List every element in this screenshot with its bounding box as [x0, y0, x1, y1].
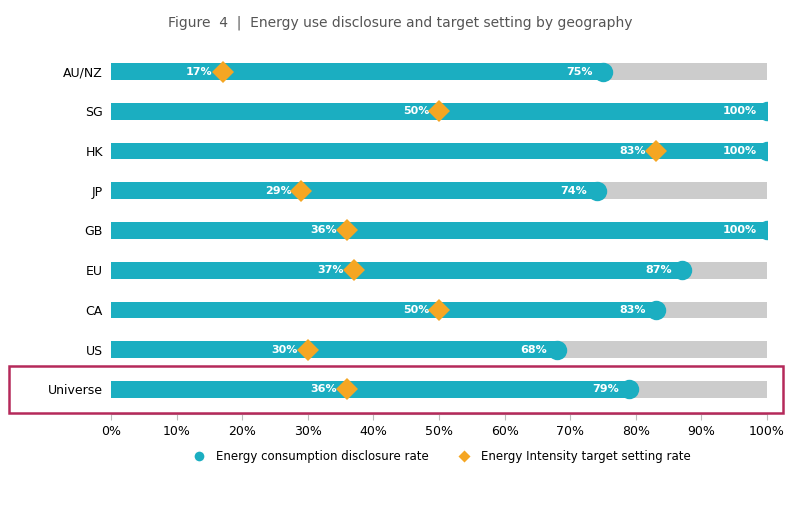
Text: 50%: 50%	[403, 106, 430, 117]
Bar	[111, 262, 767, 279]
Bar	[111, 341, 767, 358]
Bar	[111, 143, 767, 160]
Bar	[111, 262, 682, 279]
Bar	[111, 63, 767, 80]
Bar	[111, 301, 767, 318]
Bar	[111, 143, 767, 160]
Bar	[111, 222, 767, 239]
Bar	[111, 182, 597, 199]
Bar	[111, 222, 767, 239]
Text: 74%: 74%	[560, 186, 586, 196]
Text: 75%: 75%	[566, 67, 594, 77]
Legend: Energy consumption disclosure rate, Energy Intensity target setting rate: Energy consumption disclosure rate, Ener…	[183, 445, 695, 467]
Text: 29%: 29%	[265, 186, 291, 196]
Bar	[111, 182, 767, 199]
Text: 37%: 37%	[318, 265, 344, 275]
Text: 83%: 83%	[619, 305, 646, 315]
Bar	[111, 301, 655, 318]
Text: 100%: 100%	[723, 225, 758, 236]
Text: 87%: 87%	[646, 265, 672, 275]
Text: 36%: 36%	[310, 384, 338, 394]
Bar	[111, 103, 767, 120]
Text: 83%: 83%	[619, 146, 646, 156]
Bar	[111, 341, 557, 358]
Text: 36%: 36%	[310, 225, 338, 236]
Text: 17%: 17%	[186, 67, 213, 77]
Text: 68%: 68%	[521, 345, 547, 355]
Text: 79%: 79%	[593, 384, 619, 394]
Text: 50%: 50%	[403, 305, 430, 315]
Bar	[111, 103, 767, 120]
Bar	[111, 381, 630, 398]
Bar	[111, 63, 603, 80]
Bar	[111, 381, 767, 398]
Text: 100%: 100%	[723, 146, 758, 156]
Text: 100%: 100%	[723, 106, 758, 117]
Text: Figure  4  |  Energy use disclosure and target setting by geography: Figure 4 | Energy use disclosure and tar…	[168, 16, 632, 30]
Text: 30%: 30%	[272, 345, 298, 355]
